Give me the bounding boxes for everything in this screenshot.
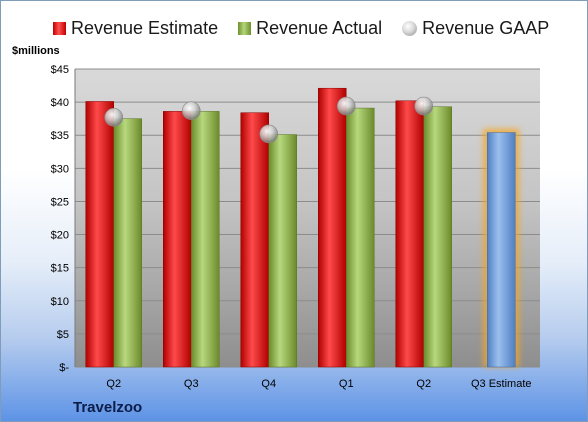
- bar-q3-estimate: [487, 132, 516, 368]
- plot-area: [75, 69, 540, 367]
- marker-revenue-gaap: [414, 96, 434, 116]
- y-tick-label: $35: [51, 130, 69, 142]
- x-tick-label: Q2: [416, 378, 431, 390]
- bar-revenue-estimate: [240, 112, 269, 368]
- x-tick-label: Q3: [184, 378, 199, 390]
- legend-label-actual: Revenue Actual: [256, 18, 383, 38]
- x-tick-label: Q4: [261, 378, 276, 390]
- marker-revenue-gaap: [259, 124, 279, 144]
- y-axis-label: $millions: [12, 45, 60, 57]
- legend-swatch-gaap: [402, 21, 418, 36]
- bar-revenue-estimate: [318, 87, 347, 368]
- y-tick-label: $25: [51, 196, 69, 208]
- legend-item-estimate: Revenue Estimate: [53, 18, 218, 39]
- bar-revenue-estimate: [163, 111, 192, 368]
- y-tick-label: $-: [59, 362, 69, 374]
- marker-revenue-gaap: [336, 96, 356, 116]
- legend-item-actual: Revenue Actual: [238, 18, 382, 39]
- y-tick-label: $10: [51, 296, 69, 308]
- y-tick-label: $20: [51, 230, 69, 242]
- bar-revenue-actual: [346, 107, 375, 368]
- x-tick-label: Q2: [106, 378, 121, 390]
- marker-revenue-gaap: [104, 108, 124, 127]
- y-tick-label: $15: [51, 263, 69, 275]
- legend-swatch-actual: [238, 22, 252, 35]
- bar-revenue-actual: [113, 118, 142, 368]
- bar-revenue-estimate: [395, 100, 424, 368]
- bar-revenue-actual: [423, 106, 452, 368]
- bar-revenue-actual: [268, 134, 297, 368]
- y-tick-label: $5: [57, 329, 69, 341]
- legend-swatch-estimate: [53, 22, 66, 35]
- legend: Revenue Estimate Revenue Actual Revenue …: [53, 18, 569, 39]
- legend-item-gaap: Revenue GAAP: [402, 18, 549, 39]
- bar-revenue-estimate: [85, 101, 114, 368]
- legend-label-estimate: Revenue Estimate: [71, 18, 219, 38]
- bar-revenue-actual: [191, 111, 220, 368]
- x-tick-label: Q3 Estimate: [471, 378, 532, 390]
- y-tick-label: $30: [51, 163, 69, 175]
- y-tick-label: $45: [51, 64, 69, 76]
- x-tick-label: Q1: [339, 378, 354, 390]
- legend-label-gaap: Revenue GAAP: [422, 18, 550, 38]
- y-tick-label: $40: [51, 97, 69, 109]
- company-name: Travelzoo: [73, 399, 143, 416]
- marker-revenue-gaap: [181, 101, 201, 121]
